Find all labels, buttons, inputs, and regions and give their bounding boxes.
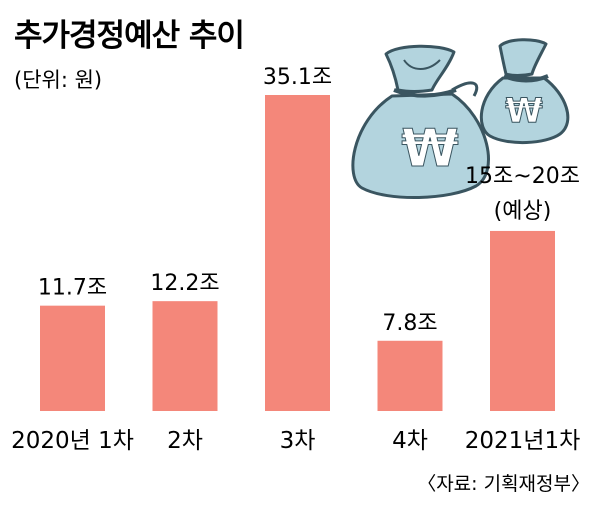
money-bag-small-icon: ₩ bbox=[479, 38, 570, 145]
value-label: 35.1조 bbox=[263, 65, 332, 90]
value-label: 7.8조 bbox=[382, 311, 437, 336]
won-sign-icon: ₩ bbox=[401, 119, 458, 179]
value-label: 11.7조 bbox=[38, 276, 107, 301]
money-bag-large-icon: ₩ bbox=[351, 44, 490, 199]
category-label: 3차 bbox=[280, 428, 316, 454]
value-label: 15조~20조 bbox=[465, 164, 580, 189]
source-note: 〈자료: 기획재정부〉 bbox=[417, 473, 590, 495]
bar bbox=[40, 305, 105, 411]
bar bbox=[377, 340, 443, 411]
estimate-note: (예상) bbox=[494, 199, 552, 224]
category-label: 2021년1차 bbox=[465, 428, 581, 454]
category-label: 2차 bbox=[167, 428, 203, 454]
category-label: 2020년 1차 bbox=[11, 428, 134, 454]
unit-label: (단위: 원) bbox=[14, 68, 102, 92]
category-label: 4차 bbox=[392, 428, 428, 454]
chart-title: 추가경정예산 추이 bbox=[14, 18, 244, 54]
won-sign-icon: ₩ bbox=[505, 91, 543, 131]
bar bbox=[490, 230, 555, 411]
value-label: 12.2조 bbox=[150, 271, 219, 296]
bar bbox=[152, 301, 218, 411]
bar bbox=[265, 95, 330, 411]
